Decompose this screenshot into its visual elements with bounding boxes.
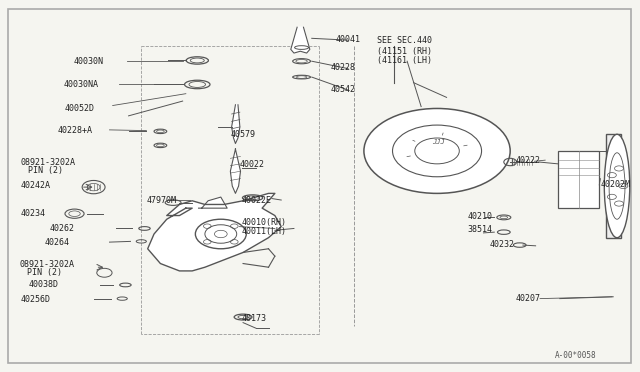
Text: 40030N: 40030N [73,57,103,66]
Polygon shape [148,193,281,271]
Text: 40228: 40228 [331,63,356,72]
FancyBboxPatch shape [558,151,599,208]
Text: 40202M: 40202M [600,180,630,189]
Text: 40022: 40022 [240,160,265,169]
Text: 40242A: 40242A [20,182,51,190]
Text: 40542: 40542 [331,85,356,94]
Text: 40022E: 40022E [242,196,272,205]
Text: (41151 (RH): (41151 (RH) [376,47,431,56]
FancyBboxPatch shape [8,9,631,363]
Text: 40207: 40207 [515,294,540,303]
Text: 38514: 38514 [468,225,493,234]
Text: A-00*0058: A-00*0058 [555,350,596,360]
Text: 40052D: 40052D [65,104,94,113]
Text: 40210: 40210 [468,212,493,221]
Polygon shape [291,27,310,53]
Polygon shape [198,197,227,208]
Text: (41161 (LH): (41161 (LH) [376,56,431,65]
Text: 08921-3202A: 08921-3202A [20,157,76,167]
Text: 40579: 40579 [230,130,255,139]
Text: 47970M: 47970M [147,196,177,205]
Text: PIN (2): PIN (2) [27,268,62,277]
Text: 40030NA: 40030NA [64,80,99,89]
Text: SEE SEC.440: SEE SEC.440 [376,36,431,45]
Circle shape [364,109,510,193]
Ellipse shape [604,134,630,238]
Text: 40173: 40173 [242,314,267,323]
Text: PIN (2): PIN (2) [28,166,63,174]
Text: 40041: 40041 [335,35,360,44]
Text: 08921-3202A: 08921-3202A [19,260,74,269]
Text: 40232: 40232 [490,240,515,249]
Text: 40262: 40262 [50,224,75,233]
Polygon shape [232,105,240,144]
Polygon shape [230,149,241,193]
Text: 40222: 40222 [515,155,540,165]
FancyBboxPatch shape [605,134,621,238]
Text: 40010(RH): 40010(RH) [242,218,287,227]
Text: JJJ: JJJ [433,138,445,145]
Text: 40038D: 40038D [28,280,58,289]
Text: 40234: 40234 [20,209,45,218]
Text: 40011(LH): 40011(LH) [242,227,287,235]
Text: 40228+A: 40228+A [58,126,92,135]
Text: 40264: 40264 [45,238,70,247]
Text: 40256D: 40256D [20,295,51,304]
